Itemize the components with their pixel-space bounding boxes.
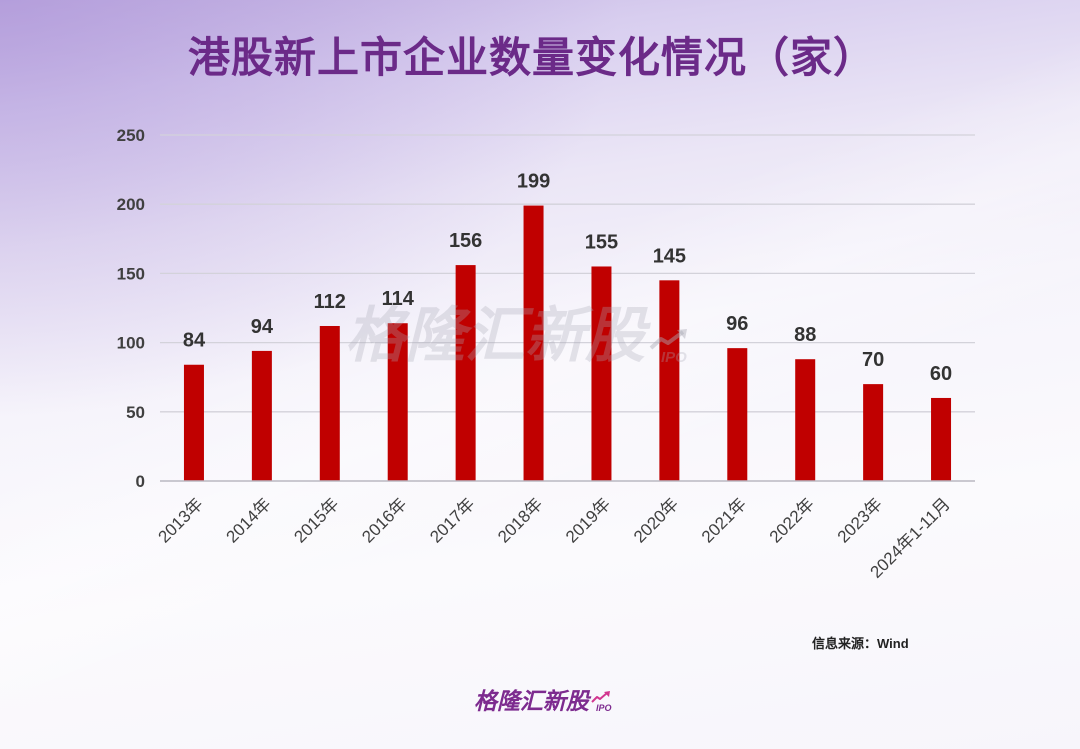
- chart-title: 港股新上市企业数量变化情况（家）: [187, 34, 876, 81]
- x-tick-label: 2022年: [766, 494, 818, 546]
- data-label: 199: [517, 171, 550, 193]
- brand-logo: 格隆汇新股 IPO: [474, 686, 612, 716]
- bar: [931, 397, 952, 481]
- bar: [183, 364, 204, 481]
- bar: [659, 280, 680, 481]
- data-label: 60: [930, 363, 952, 385]
- data-label: 94: [251, 316, 274, 338]
- data-label: 84: [183, 330, 206, 352]
- x-tick-label: 2014年: [222, 494, 274, 546]
- data-label: 70: [862, 349, 884, 371]
- x-tick-label: 2017年: [426, 494, 478, 546]
- y-tick-label: 250: [117, 126, 145, 145]
- bar: [591, 266, 612, 481]
- data-label: 155: [585, 231, 618, 253]
- bar: [251, 350, 272, 481]
- y-tick-label: 150: [117, 264, 145, 283]
- y-tick-label: 0: [136, 472, 145, 491]
- brand-side: IPO: [591, 691, 612, 713]
- brand-name: 格隆汇新股: [474, 688, 589, 714]
- data-label: 145: [653, 245, 686, 267]
- source-note: 信息来源：Wind: [812, 636, 909, 651]
- trend-arrow-icon: [591, 691, 610, 703]
- bar: [523, 205, 544, 482]
- data-labels: 84 94 112 114 156 199 155 145 96 88 70 60: [183, 171, 952, 385]
- data-label: 112: [314, 291, 346, 313]
- x-tick-label: 2020年: [630, 494, 682, 546]
- x-axis-tick-labels: 2013年 2014年 2015年 2016年 2017年 2018年 2019年 2020年…: [155, 494, 954, 581]
- gridlines: [160, 134, 975, 413]
- x-tick-label: 2015年: [290, 494, 342, 546]
- brand-tag: IPO: [596, 703, 612, 713]
- bar: [863, 384, 884, 481]
- bar: [319, 325, 340, 481]
- x-tick-label: 2018年: [494, 494, 546, 546]
- data-label: 96: [726, 313, 748, 335]
- bars: [183, 205, 952, 482]
- x-tick-label: 2013年: [155, 494, 207, 546]
- x-tick-label: 2023年: [834, 494, 886, 546]
- y-tick-label: 50: [126, 403, 145, 422]
- data-label: 114: [382, 288, 415, 310]
- x-tick-label: 2021年: [698, 494, 750, 546]
- data-label: 156: [449, 230, 482, 252]
- x-tick-label: 2016年: [358, 494, 410, 546]
- bar: [727, 348, 748, 481]
- bar: [795, 359, 816, 481]
- data-label: 88: [794, 324, 816, 346]
- bar: [387, 323, 408, 481]
- x-tick-label: 2019年: [562, 494, 614, 546]
- y-axis-tick-labels: 0 50 100 150 200 250: [117, 126, 145, 491]
- y-tick-label: 100: [117, 334, 145, 353]
- bar: [455, 265, 476, 481]
- y-tick-label: 200: [117, 195, 145, 214]
